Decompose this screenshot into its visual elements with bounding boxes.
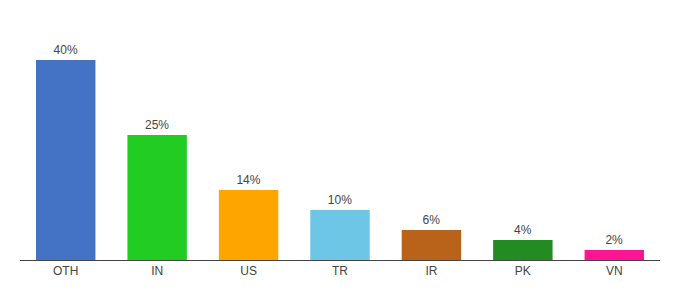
svg-text:IR: IR — [425, 264, 437, 278]
svg-text:10%: 10% — [328, 193, 352, 207]
svg-text:IN: IN — [151, 264, 163, 278]
svg-text:TR: TR — [332, 264, 348, 278]
svg-text:OTH: OTH — [53, 264, 78, 278]
svg-text:4%: 4% — [514, 223, 532, 237]
svg-text:US: US — [240, 264, 257, 278]
svg-text:40%: 40% — [54, 43, 78, 57]
svg-text:25%: 25% — [145, 118, 169, 132]
svg-text:14%: 14% — [236, 173, 260, 187]
svg-text:VN: VN — [606, 264, 623, 278]
svg-text:2%: 2% — [605, 233, 623, 247]
svg-text:PK: PK — [515, 264, 531, 278]
svg-text:6%: 6% — [423, 213, 441, 227]
